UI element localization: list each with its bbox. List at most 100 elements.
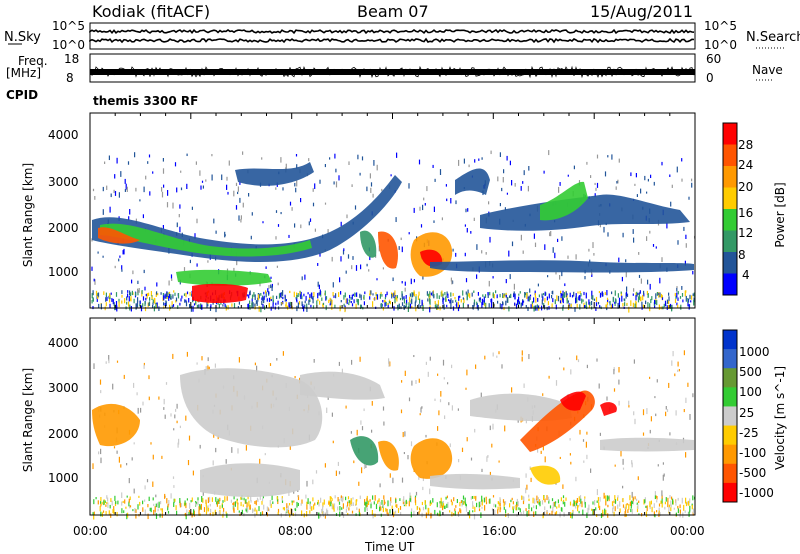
noise-speck	[235, 182, 238, 186]
noise-speck	[221, 174, 223, 181]
noise-speck	[176, 403, 178, 409]
noise-speck	[607, 504, 609, 508]
noise-speck	[484, 294, 487, 298]
noise-speck	[474, 506, 476, 513]
noise-speck	[683, 350, 685, 356]
noise-speck	[329, 297, 331, 302]
noise-speck	[144, 301, 146, 307]
noise-speck	[463, 501, 465, 505]
noise-speck	[373, 297, 375, 301]
noise-speck	[386, 291, 388, 296]
noise-speck	[508, 250, 510, 257]
noise-speck	[142, 507, 144, 512]
velocity-colorbar-swatch	[723, 406, 737, 427]
noise-speck	[301, 276, 303, 281]
noise-speck	[642, 294, 644, 301]
noise-speck	[485, 496, 487, 502]
noise-speck	[527, 296, 529, 302]
noise-speck	[111, 500, 113, 506]
noise-speck	[319, 252, 321, 257]
noise-speck	[476, 274, 478, 279]
noise-speck	[543, 170, 545, 174]
noise-speck	[354, 292, 356, 297]
noise-speck	[437, 304, 439, 309]
noise-speck	[351, 359, 353, 365]
noise-speck	[233, 496, 235, 500]
noise-speck	[294, 508, 296, 511]
noise-speck	[207, 365, 209, 371]
noise-speck	[291, 500, 293, 503]
velocity-echo-region	[378, 440, 399, 471]
noise-speck	[450, 277, 452, 282]
noise-speck	[92, 463, 94, 470]
noise-speck	[456, 499, 458, 504]
noise-speck	[585, 301, 587, 308]
noise-speck	[586, 364, 588, 369]
noise-speck	[633, 411, 635, 416]
noise-speck	[237, 186, 239, 192]
noise-speck	[549, 232, 551, 237]
noise-speck	[398, 246, 400, 250]
noise-speck	[116, 512, 118, 517]
noise-speck	[126, 301, 128, 305]
noise-speck	[338, 501, 341, 505]
noise-speck	[168, 291, 171, 295]
noise-speck	[632, 496, 634, 502]
noise-speck	[462, 290, 464, 296]
noise-speck	[184, 500, 186, 506]
noise-speck	[143, 186, 145, 193]
noise-speck	[108, 155, 110, 161]
noise-speck	[177, 293, 180, 299]
noise-speck	[483, 296, 485, 303]
noise-speck	[635, 301, 637, 308]
noise-speck	[380, 291, 382, 295]
noise-speck	[443, 304, 445, 310]
noise-speck	[643, 293, 645, 297]
noise-speck	[144, 485, 146, 490]
noise-speck	[164, 493, 166, 498]
noise-speck	[541, 293, 543, 298]
noise-speck	[359, 495, 361, 500]
noise-speck	[468, 292, 470, 297]
noise-speck	[355, 499, 357, 506]
noise-speck	[667, 304, 670, 310]
nsky-tick-top: 10^5	[52, 19, 85, 33]
noise-speck	[638, 292, 640, 297]
noise-speck	[599, 292, 602, 298]
noise-speck	[369, 290, 371, 296]
noise-speck	[296, 164, 298, 169]
noise-speck	[401, 246, 403, 253]
noise-speck	[405, 305, 407, 309]
noise-speck	[611, 501, 614, 506]
noise-speck	[175, 408, 177, 412]
noise-speck	[594, 500, 596, 506]
noise-speck	[207, 357, 209, 362]
noise-speck	[671, 496, 673, 500]
noise-speck	[147, 293, 149, 296]
noise-speck	[331, 498, 333, 502]
noise-speck	[601, 291, 603, 297]
noise-speck	[190, 305, 192, 312]
noise-speck	[177, 305, 179, 309]
power-colorbar-label: Power [dB]	[773, 182, 787, 247]
noise-speck	[459, 502, 461, 507]
noise-speck	[581, 501, 583, 508]
noise-speck	[105, 361, 107, 364]
power-echo-region	[192, 283, 248, 303]
noise-speck	[139, 199, 141, 202]
noise-speck	[593, 298, 596, 301]
noise-speck	[631, 460, 633, 465]
noise-speck	[388, 301, 390, 304]
noise-speck	[365, 464, 367, 469]
noise-speck	[657, 464, 659, 467]
noise-speck	[554, 252, 556, 259]
noise-speck	[471, 496, 474, 499]
noise-speck	[418, 291, 420, 296]
noise-speck	[130, 292, 132, 297]
noise-speck	[649, 501, 651, 508]
noise-speck	[413, 290, 415, 295]
noise-speck	[315, 470, 318, 474]
noise-speck	[685, 502, 688, 507]
noise-speck	[188, 298, 190, 303]
noise-speck	[426, 512, 428, 516]
